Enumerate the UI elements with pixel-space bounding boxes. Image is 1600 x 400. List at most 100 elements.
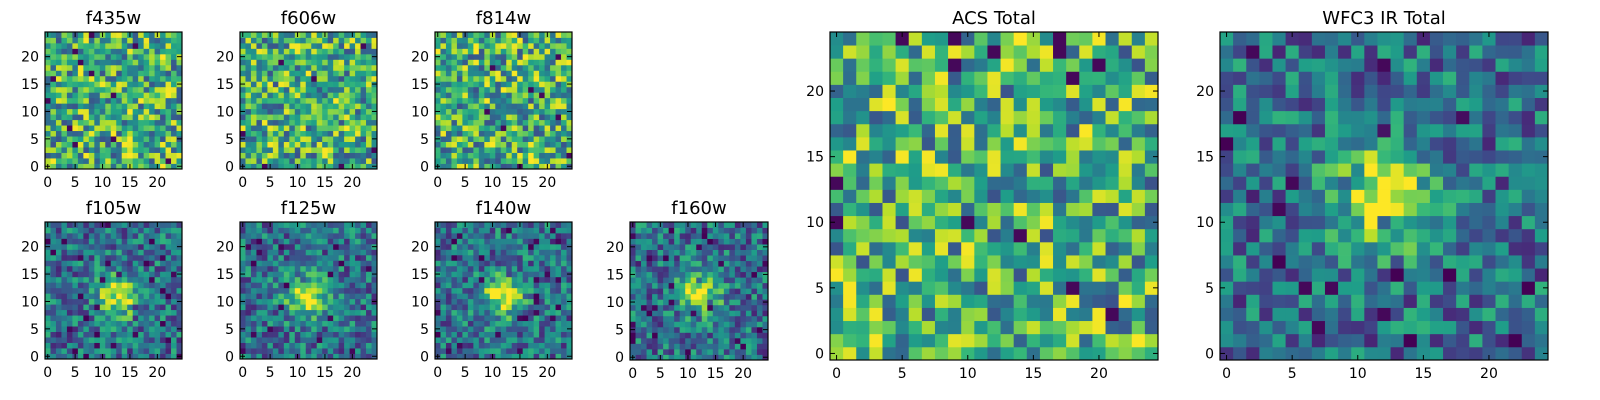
heatmap-cell: [55, 293, 62, 300]
heatmap-cell: [176, 304, 183, 311]
heatmap-cell: [160, 42, 166, 49]
heatmap-cell: [360, 331, 367, 338]
heatmap-cell: [99, 97, 106, 104]
heatmap-cell: [66, 271, 73, 278]
heatmap-cell: [489, 282, 496, 289]
x-tick-label: 20: [343, 365, 361, 381]
heatmap-cell: [240, 48, 246, 55]
heatmap-cell: [533, 265, 540, 272]
heatmap-cell: [121, 103, 128, 110]
heatmap-cell: [489, 136, 496, 142]
heatmap-cell: [522, 326, 529, 332]
heatmap-cell: [511, 86, 518, 93]
heatmap-cell: [478, 70, 485, 77]
heatmap-cell: [132, 114, 139, 121]
heatmap-cell: [121, 53, 128, 60]
heatmap-cell: [462, 37, 469, 44]
heatmap-cell: [300, 163, 307, 170]
heatmap-cell: [690, 233, 697, 239]
y-tick-label: 0: [225, 159, 234, 175]
heatmap-cell: [500, 75, 507, 82]
heatmap-cell: [657, 277, 664, 284]
heatmap-cell: [371, 254, 378, 261]
heatmap-cell: [338, 75, 345, 82]
heatmap-cell: [110, 81, 117, 88]
heatmap-cell: [445, 298, 452, 305]
heatmap-cell: [294, 320, 301, 327]
heatmap-cell: [550, 315, 556, 322]
heatmap-cell: [250, 282, 257, 289]
heatmap-cell: [517, 232, 524, 239]
heatmap-cell: [355, 92, 361, 99]
heatmap-cell: [555, 337, 562, 343]
heatmap-cell: [555, 353, 562, 360]
heatmap-cell: [1105, 333, 1120, 348]
heatmap-cell: [278, 75, 285, 82]
heatmap-cell: [110, 337, 117, 343]
heatmap-cell: [154, 227, 161, 234]
heatmap-cell: [528, 130, 535, 137]
heatmap-cell: [657, 233, 664, 239]
heatmap-cell: [360, 141, 367, 148]
heatmap-cell: [987, 202, 1001, 217]
heatmap-cell: [294, 342, 301, 349]
heatmap-cell: [668, 288, 675, 295]
heatmap-cell: [283, 348, 290, 354]
heatmap-cell: [94, 59, 101, 66]
heatmap-cell: [467, 243, 474, 250]
heatmap-cell: [366, 243, 372, 250]
heatmap-cell: [921, 333, 936, 348]
heatmap-cell: [539, 141, 545, 148]
heatmap-cell: [478, 293, 485, 300]
heatmap-cell: [77, 92, 84, 99]
heatmap-cell: [734, 321, 741, 328]
heatmap-cell: [72, 114, 79, 121]
heatmap-cell: [555, 152, 562, 159]
heatmap-cell: [50, 92, 57, 99]
heatmap-cell: [355, 353, 361, 360]
heatmap-cell: [751, 282, 758, 289]
heatmap-cell: [555, 70, 562, 77]
heatmap-cell: [630, 227, 636, 234]
heatmap-cell: [256, 249, 263, 256]
heatmap-cell: [528, 232, 535, 239]
heatmap-cell: [566, 315, 573, 322]
heatmap-cell: [143, 265, 150, 272]
heatmap-cell: [305, 125, 312, 132]
heatmap-cell: [522, 331, 529, 338]
heatmap-cell: [333, 119, 340, 126]
heatmap-cell: [987, 176, 1001, 190]
heatmap-cell: [149, 163, 155, 170]
heatmap-cell: [55, 326, 62, 332]
heatmap-cell: [745, 266, 752, 273]
heatmap-cell: [961, 150, 975, 164]
heatmap-cell: [522, 249, 529, 256]
heatmap-cell: [171, 141, 177, 148]
heatmap-cell: [138, 315, 145, 322]
heatmap-cell: [539, 304, 545, 311]
heatmap-cell: [657, 244, 664, 250]
heatmap-cell: [149, 75, 155, 82]
panel-title: f435w: [86, 8, 141, 29]
heatmap-cell: [1053, 202, 1067, 217]
heatmap-cell: [550, 64, 556, 71]
heatmap-cell: [646, 260, 653, 267]
heatmap-cell: [451, 70, 458, 77]
heatmap-cell: [843, 333, 857, 348]
heatmap-cell: [495, 37, 502, 44]
heatmap-cell: [734, 304, 741, 311]
heatmap-cell: [630, 304, 636, 311]
heatmap-cell: [987, 268, 1001, 282]
heatmap-cell: [690, 343, 697, 350]
heatmap-cell: [1131, 241, 1146, 256]
heatmap-cell: [366, 70, 372, 77]
heatmap-cell: [635, 299, 642, 306]
y-tick-label: 10: [216, 294, 234, 310]
heatmap-cell: [294, 114, 301, 121]
heatmap-cell: [45, 265, 51, 272]
heatmap-cell: [55, 147, 62, 153]
heatmap-cell: [278, 86, 285, 93]
heatmap-cell: [55, 86, 62, 93]
heatmap-cell: [294, 287, 301, 294]
heatmap-cell: [83, 75, 90, 82]
